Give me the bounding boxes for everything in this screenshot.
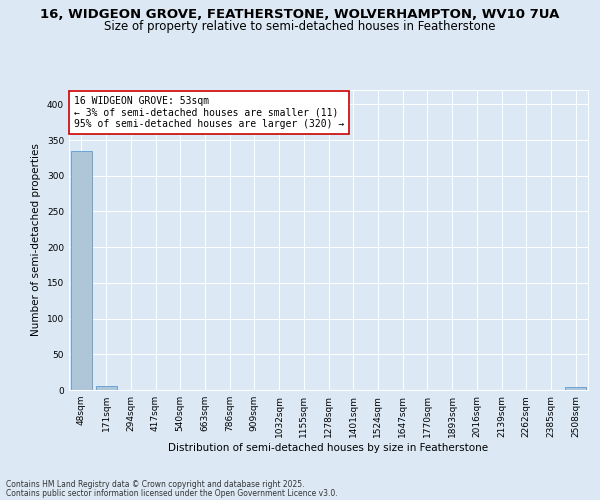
Text: 16 WIDGEON GROVE: 53sqm
← 3% of semi-detached houses are smaller (11)
95% of sem: 16 WIDGEON GROVE: 53sqm ← 3% of semi-det… xyxy=(74,96,344,129)
Y-axis label: Number of semi-detached properties: Number of semi-detached properties xyxy=(31,144,41,336)
Bar xyxy=(71,150,92,390)
Bar xyxy=(95,386,116,390)
Text: Size of property relative to semi-detached houses in Featherstone: Size of property relative to semi-detach… xyxy=(104,20,496,33)
Text: Contains public sector information licensed under the Open Government Licence v3: Contains public sector information licen… xyxy=(6,489,338,498)
Text: 16, WIDGEON GROVE, FEATHERSTONE, WOLVERHAMPTON, WV10 7UA: 16, WIDGEON GROVE, FEATHERSTONE, WOLVERH… xyxy=(40,8,560,20)
X-axis label: Distribution of semi-detached houses by size in Featherstone: Distribution of semi-detached houses by … xyxy=(169,442,488,452)
Bar xyxy=(565,387,586,390)
Text: Contains HM Land Registry data © Crown copyright and database right 2025.: Contains HM Land Registry data © Crown c… xyxy=(6,480,305,489)
